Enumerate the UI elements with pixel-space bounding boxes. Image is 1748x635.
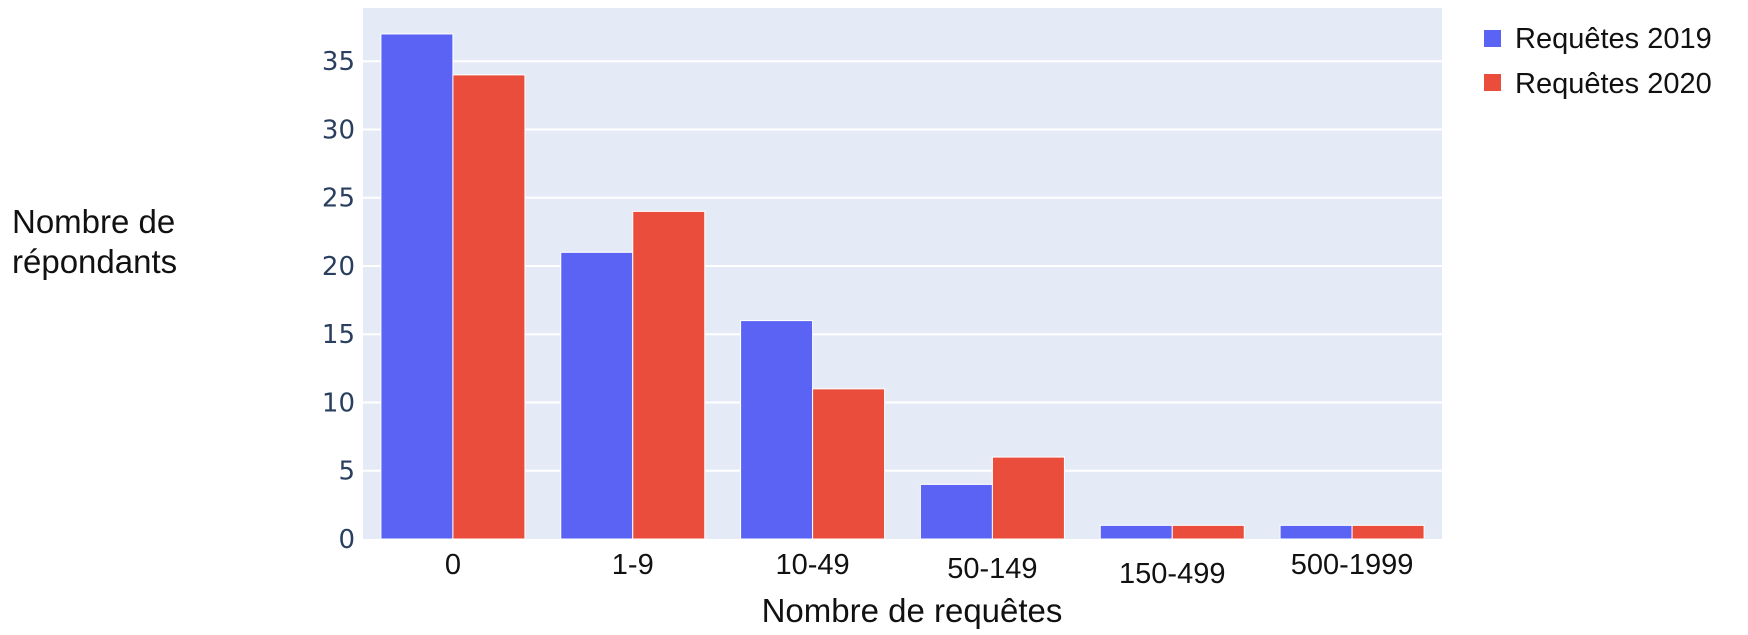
bar-2019-150-499	[1099, 524, 1173, 540]
bar-2020-10-49	[812, 388, 886, 540]
bar-2019-10-49	[740, 320, 814, 540]
legend-label-2020: Requêtes 2020	[1515, 68, 1712, 100]
bar-2020-500-1999	[1351, 524, 1425, 540]
legend: Requêtes 2019 Requêtes 2020	[1484, 23, 1712, 100]
y-tick-label-35: 35	[322, 47, 355, 77]
bar-2019-1-9	[560, 251, 634, 540]
y-tick-label-5: 5	[338, 457, 355, 487]
bar-2020-150-499	[1171, 524, 1245, 540]
bar-2020-50-149	[991, 456, 1065, 540]
bar-2019-500-1999	[1279, 524, 1353, 540]
y-tick-label-10: 10	[322, 388, 355, 418]
y-axis-title-line-2: répondants	[12, 243, 177, 280]
bars	[380, 33, 1425, 540]
y-axis-title-line-1: Nombre de	[12, 203, 175, 240]
bar-2020-0	[452, 74, 526, 540]
y-axis-ticks: 0 5 10 15 20 25 30 35	[322, 47, 355, 555]
x-tick-label-10-49: 10-49	[775, 549, 849, 581]
y-tick-label-0: 0	[338, 525, 355, 555]
x-tick-label-500-1999: 500-1999	[1291, 549, 1414, 581]
bar-2019-50-149	[919, 483, 993, 540]
y-tick-label-20: 20	[322, 252, 355, 282]
plot-area	[363, 8, 1442, 539]
legend-label-2019: Requêtes 2019	[1515, 23, 1712, 55]
y-tick-label-15: 15	[322, 320, 355, 350]
legend-swatch-2020	[1484, 74, 1501, 91]
x-tick-label-50-149: 50-149	[947, 553, 1037, 585]
x-tick-label-150-499: 150-499	[1119, 558, 1225, 590]
y-tick-label-30: 30	[322, 115, 355, 145]
x-tick-label-1-9: 1-9	[612, 549, 654, 581]
gridlines	[363, 60, 1442, 472]
bar-2019-0	[380, 33, 454, 540]
y-tick-label-25: 25	[322, 184, 355, 214]
x-axis-ticks: 0 1-9 10-49 50-149 150-499 500-1999	[445, 549, 1414, 590]
x-axis-title: Nombre de requêtes	[762, 592, 1063, 629]
legend-swatch-2019	[1484, 30, 1501, 47]
bar-2020-1-9	[632, 210, 706, 540]
x-tick-label-0: 0	[445, 549, 461, 581]
